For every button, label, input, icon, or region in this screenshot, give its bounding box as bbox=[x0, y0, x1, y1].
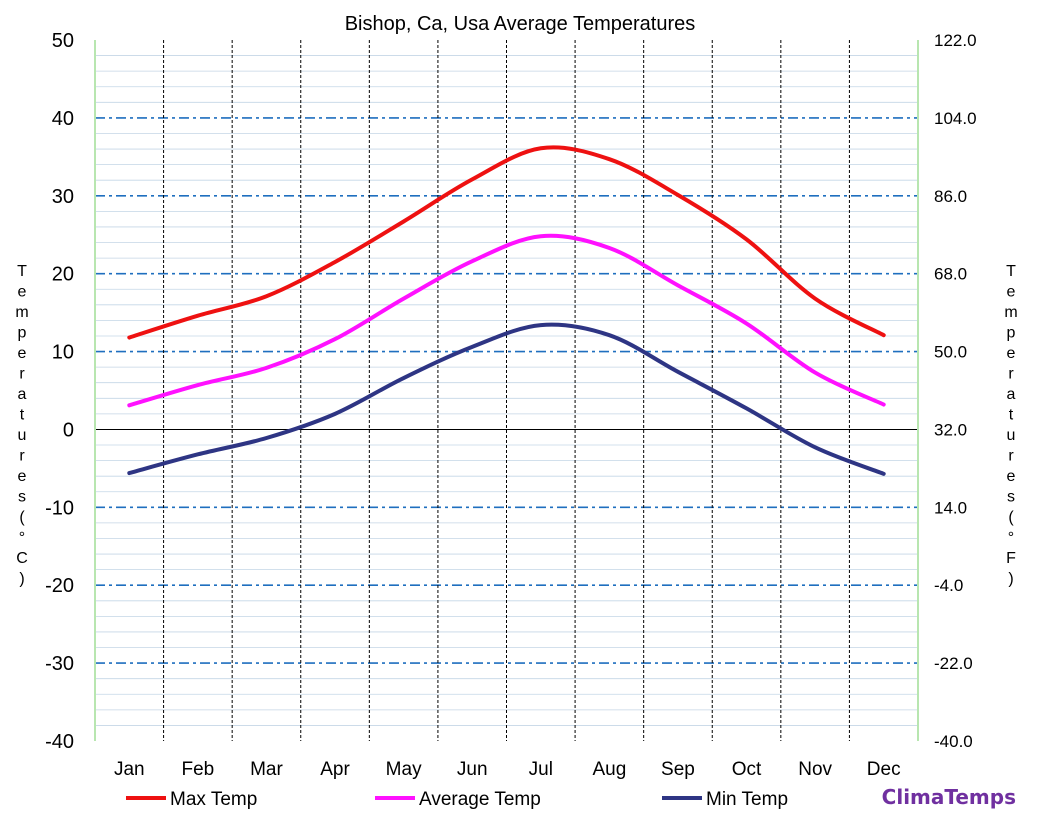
y2-tick-label: 68.0 bbox=[934, 265, 967, 284]
y-axis-right-ticks: 122.0 104.0 86.0 68.0 50.0 32.0 14.0 -4.0 -22.0 -… bbox=[934, 31, 977, 751]
x-tick-label: Aug bbox=[592, 759, 626, 780]
x-tick-label: Apr bbox=[320, 759, 350, 780]
y-tick-label: 40 bbox=[52, 108, 74, 130]
y2-tick-label: 122.0 bbox=[934, 31, 977, 50]
y2-tick-label: 104.0 bbox=[934, 109, 977, 128]
series bbox=[127, 145, 886, 476]
x-axis-ticks: Jan Feb Mar Apr May Jun Jul Aug Sep Oct Nov Dec bbox=[114, 759, 901, 780]
max-temp-line bbox=[127, 145, 886, 340]
legend-average-temp-label: Average Temp bbox=[419, 789, 541, 810]
y2-tick-label: -40.0 bbox=[934, 732, 973, 751]
y-tick-label: 10 bbox=[52, 342, 74, 364]
y2-tick-label: 86.0 bbox=[934, 187, 967, 206]
y2-tick-label: 50.0 bbox=[934, 343, 967, 362]
legend-max-temp-label: Max Temp bbox=[170, 789, 257, 810]
x-tick-label: Dec bbox=[867, 759, 901, 780]
y-tick-label: 20 bbox=[52, 264, 74, 286]
chart-title: Bishop, Ca, Usa Average Temperatures bbox=[345, 13, 696, 35]
min-temp-line bbox=[127, 322, 886, 476]
x-tick-label: Jun bbox=[457, 759, 488, 780]
y2-tick-label: -22.0 bbox=[934, 654, 973, 673]
x-tick-label: Oct bbox=[732, 759, 762, 780]
y2-tick-label: 14.0 bbox=[934, 498, 967, 517]
y-tick-label: -30 bbox=[45, 653, 74, 675]
y-tick-label: 0 bbox=[63, 419, 74, 441]
x-tick-label: May bbox=[386, 759, 422, 780]
y-tick-label: -40 bbox=[45, 731, 74, 753]
x-tick-label: Jan bbox=[114, 759, 145, 780]
y-tick-label: 30 bbox=[52, 186, 74, 208]
y-tick-label: -10 bbox=[45, 497, 74, 519]
average-temp-line bbox=[127, 233, 886, 408]
climatemps-logo: ClimaTemps bbox=[882, 785, 1016, 809]
y2-tick-label: -4.0 bbox=[934, 576, 963, 595]
x-tick-label: Mar bbox=[250, 759, 283, 780]
y-tick-label: -20 bbox=[45, 575, 74, 597]
y-axis-left-ticks: 50 40 30 20 10 0 -10 -20 -30 -40 bbox=[45, 30, 74, 753]
x-tick-label: Feb bbox=[182, 759, 215, 780]
y2-tick-label: 32.0 bbox=[934, 420, 967, 439]
x-tick-label: Nov bbox=[798, 759, 832, 780]
x-tick-label: Jul bbox=[529, 759, 553, 780]
legend-min-temp-label: Min Temp bbox=[706, 789, 788, 810]
legend: Max Temp Average Temp Min Temp bbox=[126, 789, 788, 810]
y-tick-label: 50 bbox=[52, 30, 74, 52]
x-tick-label: Sep bbox=[661, 759, 695, 780]
